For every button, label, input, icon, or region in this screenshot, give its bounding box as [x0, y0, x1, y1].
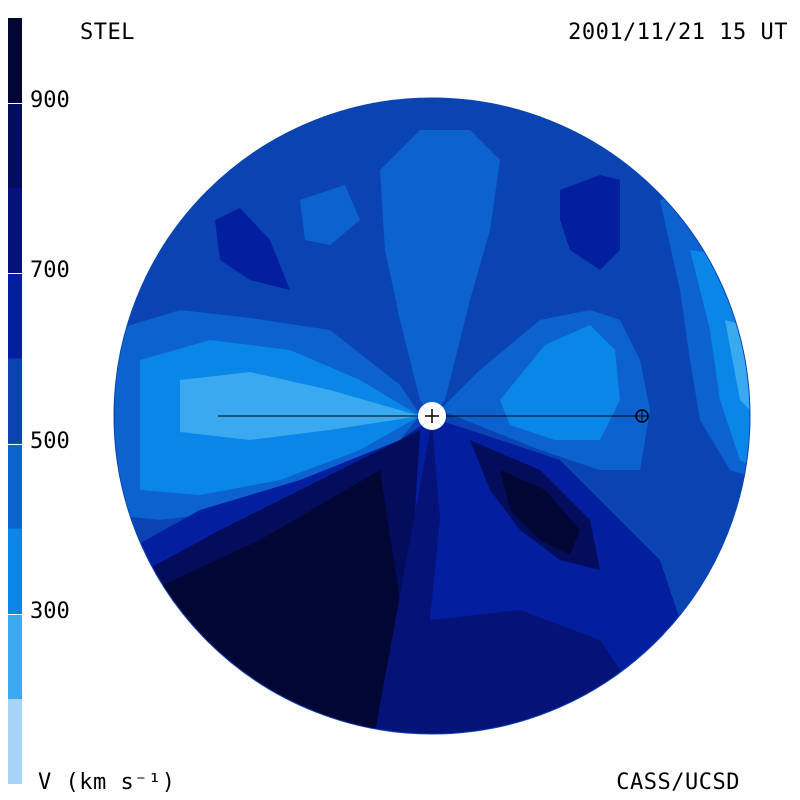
velocity-colorbar — [8, 18, 22, 784]
credit-label: CASS/UCSD — [616, 770, 740, 795]
colorbar-tick-mark — [8, 444, 22, 445]
timestamp-label: 2001/11/21 15 UT — [568, 20, 788, 45]
colorbar-tick-label: 700 — [30, 258, 70, 283]
colorbar-tick-mark — [8, 103, 22, 104]
region-far-right-core — [725, 320, 750, 420]
disk-edge — [113, 97, 751, 735]
instrument-label: STEL — [80, 20, 135, 45]
earth-icon — [635, 409, 649, 423]
colorbar-tick-label: 900 — [30, 88, 70, 113]
region-darkest-core — [500, 470, 580, 555]
region-upper-stream — [380, 130, 500, 416]
region-dark-patch-upper-left — [215, 208, 290, 290]
colorbar-tick-label: 300 — [30, 599, 70, 624]
colorbar-tick-mark — [8, 273, 22, 274]
colorbar-tick-mark — [8, 614, 22, 615]
region-left-lobe-core — [180, 372, 420, 440]
velocity-unit-label: V (km s⁻¹) — [38, 770, 176, 795]
sun-icon — [418, 402, 446, 430]
region-upper-left-patch — [300, 185, 360, 245]
region-right-lobe-inner — [500, 325, 620, 440]
region-dark-patch-upper-right — [560, 175, 620, 270]
colorbar-tick-label: 500 — [30, 429, 70, 454]
region-lower-center — [370, 420, 640, 734]
